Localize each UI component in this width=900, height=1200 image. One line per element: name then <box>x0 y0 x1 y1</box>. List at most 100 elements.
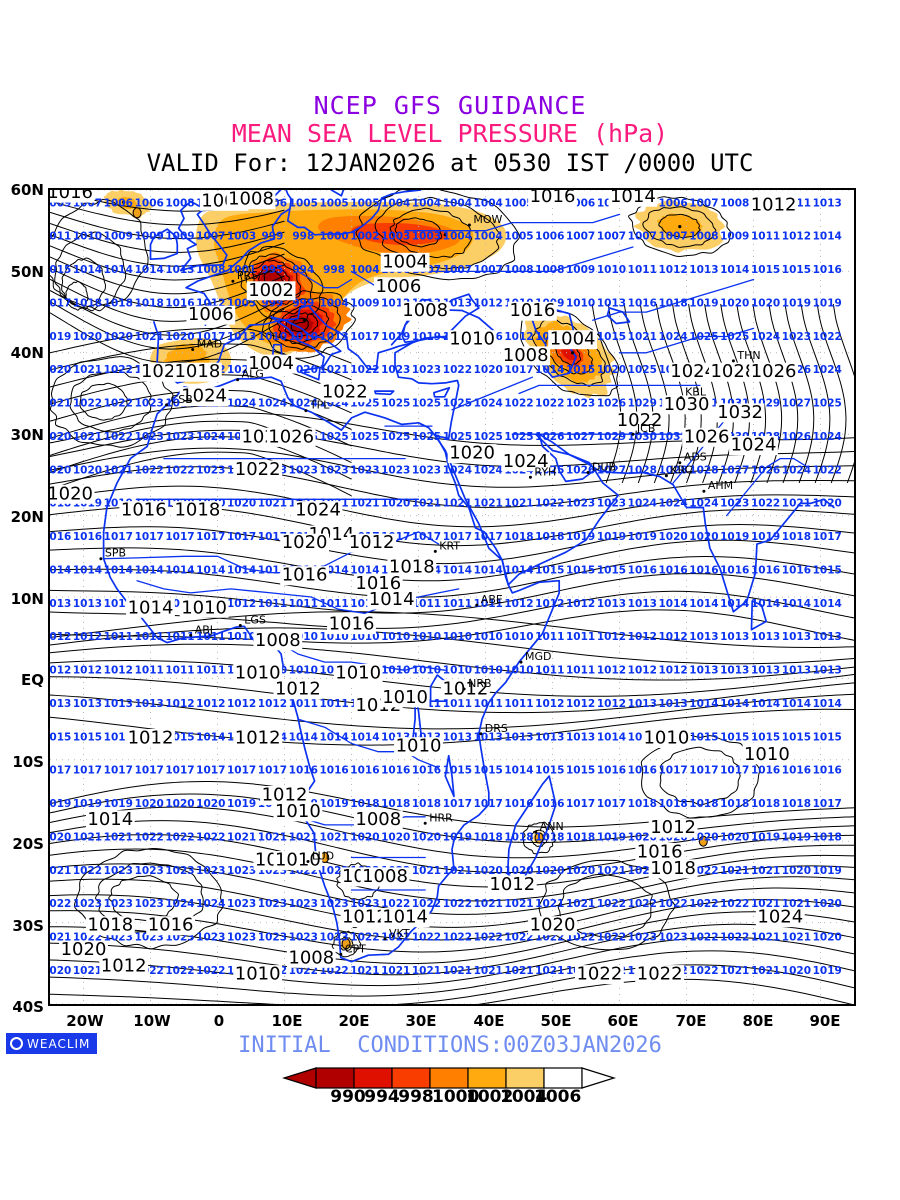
svg-text:1014: 1014 <box>165 564 194 576</box>
svg-text:1025: 1025 <box>412 398 441 410</box>
cbar-tick-1006: 1006 <box>534 1087 582 1107</box>
svg-text:1018: 1018 <box>813 831 842 843</box>
svg-text:1023: 1023 <box>135 431 164 443</box>
lat-label-10s: 10S <box>12 753 44 771</box>
svg-text:1023: 1023 <box>289 932 318 944</box>
svg-text:MOW: MOW <box>473 213 502 226</box>
svg-text:1011: 1011 <box>196 665 225 677</box>
svg-text:1003: 1003 <box>412 231 441 243</box>
svg-text:1021: 1021 <box>50 932 71 944</box>
svg-text:1020: 1020 <box>196 798 225 810</box>
svg-text:1011: 1011 <box>319 698 348 710</box>
svg-text:1014: 1014 <box>258 564 287 576</box>
svg-text:1015: 1015 <box>73 731 102 743</box>
svg-text:1021: 1021 <box>319 364 348 376</box>
svg-text:1022: 1022 <box>637 964 683 985</box>
svg-text:1023: 1023 <box>350 898 379 910</box>
svg-text:1021: 1021 <box>104 464 133 476</box>
svg-text:1017: 1017 <box>813 798 842 810</box>
svg-text:1013: 1013 <box>566 731 595 743</box>
svg-text:1020: 1020 <box>658 531 687 543</box>
svg-text:1022: 1022 <box>597 898 626 910</box>
svg-text:1021: 1021 <box>104 831 133 843</box>
svg-text:1018: 1018 <box>689 798 718 810</box>
svg-text:1004: 1004 <box>443 231 472 243</box>
svg-text:1016: 1016 <box>530 190 576 207</box>
svg-text:1014: 1014 <box>597 731 626 743</box>
lat-label-eq: EQ <box>21 671 44 689</box>
svg-text:1024: 1024 <box>289 398 318 410</box>
svg-text:1027: 1027 <box>566 431 595 443</box>
svg-text:1016: 1016 <box>282 565 328 586</box>
svg-text:1014: 1014 <box>135 564 164 576</box>
svg-text:1021: 1021 <box>474 965 503 977</box>
svg-text:1014: 1014 <box>474 564 503 576</box>
svg-text:1018: 1018 <box>350 798 379 810</box>
svg-text:1012: 1012 <box>650 817 696 838</box>
svg-text:1010: 1010 <box>181 597 227 618</box>
svg-text:1020: 1020 <box>50 831 71 843</box>
svg-text:1021: 1021 <box>50 865 71 877</box>
svg-text:1023: 1023 <box>782 331 811 343</box>
svg-text:1025: 1025 <box>319 431 348 443</box>
svg-text:1021: 1021 <box>443 865 472 877</box>
svg-text:1025: 1025 <box>474 431 503 443</box>
svg-text:1013: 1013 <box>628 598 657 610</box>
lon-label-50e: 50E <box>540 1012 572 1030</box>
svg-text:1014: 1014 <box>720 598 749 610</box>
svg-text:1017: 1017 <box>720 765 749 777</box>
svg-text:1024: 1024 <box>813 431 842 443</box>
svg-text:1017: 1017 <box>412 531 441 543</box>
svg-text:ALG: ALG <box>242 368 264 381</box>
lon-label-20e: 20E <box>338 1012 370 1030</box>
svg-text:1012: 1012 <box>342 907 388 928</box>
svg-text:1012: 1012 <box>566 598 595 610</box>
svg-text:1020: 1020 <box>597 364 626 376</box>
svg-text:1016: 1016 <box>319 765 348 777</box>
mslp-map[interactable]: 1009100710061006100810081008100610051005… <box>48 188 856 1006</box>
svg-text:1014: 1014 <box>504 564 533 576</box>
svg-text:1015: 1015 <box>813 731 842 743</box>
svg-text:1020: 1020 <box>782 965 811 977</box>
svg-text:1025: 1025 <box>443 431 472 443</box>
svg-text:1022: 1022 <box>73 398 102 410</box>
svg-text:1020: 1020 <box>50 965 71 977</box>
svg-text:1022: 1022 <box>104 398 133 410</box>
svg-text:1012: 1012 <box>628 631 657 643</box>
svg-text:1025: 1025 <box>412 431 441 443</box>
svg-text:1011: 1011 <box>196 631 225 643</box>
svg-text:1022: 1022 <box>319 965 348 977</box>
svg-text:1021: 1021 <box>73 831 102 843</box>
svg-text:1013: 1013 <box>689 631 718 643</box>
svg-text:1021: 1021 <box>412 865 441 877</box>
svg-text:1031: 1031 <box>658 431 687 443</box>
svg-text:1016: 1016 <box>329 614 375 635</box>
svg-text:1024: 1024 <box>474 398 503 410</box>
svg-text:1019: 1019 <box>813 865 842 877</box>
svg-text:1022: 1022 <box>689 965 718 977</box>
svg-text:1021: 1021 <box>751 898 780 910</box>
svg-text:1013: 1013 <box>50 598 71 610</box>
svg-text:1016: 1016 <box>509 300 555 321</box>
svg-text:1012: 1012 <box>196 698 225 710</box>
svg-text:1026: 1026 <box>684 426 730 447</box>
svg-text:1023: 1023 <box>196 932 225 944</box>
map-canvas[interactable]: 1009100710061006100810081008100610051005… <box>50 190 854 1004</box>
svg-text:1015: 1015 <box>104 731 133 743</box>
svg-text:1008: 1008 <box>228 190 274 210</box>
svg-text:1005: 1005 <box>504 231 533 243</box>
svg-text:1006: 1006 <box>135 197 164 209</box>
svg-text:1014: 1014 <box>689 698 718 710</box>
svg-text:1011: 1011 <box>50 231 71 243</box>
svg-text:1011: 1011 <box>319 598 348 610</box>
svg-text:1014: 1014 <box>350 731 379 743</box>
svg-text:1017: 1017 <box>813 531 842 543</box>
svg-text:1022: 1022 <box>443 364 472 376</box>
svg-text:1009: 1009 <box>566 264 595 276</box>
cbar-tick-1000: 1000 <box>432 1087 480 1107</box>
svg-text:1014: 1014 <box>720 264 749 276</box>
svg-text:1020: 1020 <box>227 498 256 510</box>
svg-text:1014: 1014 <box>50 564 71 576</box>
svg-text:1015: 1015 <box>751 264 780 276</box>
lat-label-20n: 20N <box>10 508 44 526</box>
